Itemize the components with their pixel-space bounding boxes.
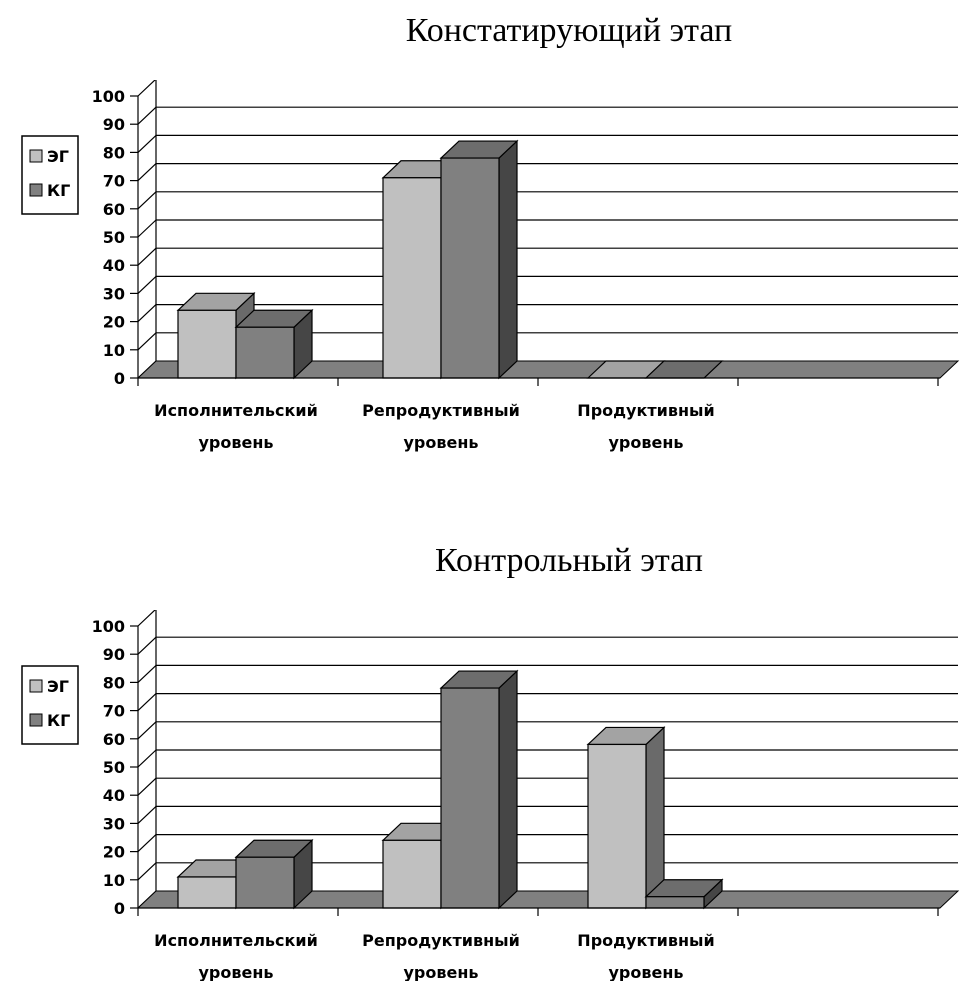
legend-swatch <box>29 149 43 163</box>
bar <box>440 157 500 379</box>
side-gridline <box>137 805 157 824</box>
side-gridline <box>137 134 157 153</box>
x-category-label: Репродуктивный <box>362 931 520 950</box>
legend-swatch <box>29 679 43 693</box>
side-gridline <box>137 834 157 853</box>
side-gridline <box>137 777 157 796</box>
side-gridline <box>137 721 157 740</box>
legend-label: КГ <box>47 181 70 200</box>
bar <box>177 309 237 379</box>
x-category-label: Репродуктивный <box>362 401 520 420</box>
bar-side <box>645 726 665 910</box>
side-gridline <box>137 191 157 210</box>
side-gridline <box>137 106 157 125</box>
y-tick-label: 30 <box>103 284 125 303</box>
y-tick-label: 80 <box>103 143 125 162</box>
bar-side <box>498 669 518 910</box>
bar <box>235 856 295 909</box>
bar <box>382 839 442 909</box>
y-tick-label: 0 <box>114 899 125 918</box>
bar <box>440 687 500 909</box>
bar-side <box>498 139 518 380</box>
side-gridline <box>137 332 157 351</box>
x-category-label: Продуктивный <box>577 931 714 950</box>
legend-swatch <box>29 713 43 727</box>
side-gridline <box>137 80 156 97</box>
bar <box>587 743 647 909</box>
x-category-label: уровень <box>403 433 478 452</box>
y-tick-label: 90 <box>103 645 125 664</box>
side-gridline <box>137 163 157 182</box>
legend-label: ЭГ <box>47 677 69 696</box>
x-category-label: Исполнительский <box>154 401 318 420</box>
bar-chart-ascertaining-stage: 0 10 20 30 40 50 60 70 80 90 100 Исполнительский уро… <box>21 80 960 452</box>
legend-box <box>21 665 79 745</box>
side-gridline <box>137 664 157 683</box>
x-category-label: уровень <box>198 433 273 452</box>
x-category-label: уровень <box>608 963 683 981</box>
bar <box>645 896 705 909</box>
bar <box>177 876 237 909</box>
side-gridline <box>137 219 157 238</box>
bar <box>235 326 295 379</box>
y-tick-label: 10 <box>103 341 125 360</box>
x-category-label: Продуктивный <box>577 401 714 420</box>
y-tick-label: 40 <box>103 256 125 275</box>
side-gridline <box>137 862 157 881</box>
y-tick-label: 20 <box>103 313 125 332</box>
y-tick-label: 90 <box>103 115 125 134</box>
x-category-label: уровень <box>608 433 683 452</box>
side-gridline <box>137 693 157 712</box>
y-tick-label: 50 <box>103 758 125 777</box>
y-tick-label: 60 <box>103 200 125 219</box>
y-tick-label: 100 <box>92 617 125 636</box>
bar-chart-control-stage: 0 10 20 30 40 50 60 70 80 90 100 Исполнительский уро… <box>21 610 960 981</box>
bar <box>382 177 442 379</box>
x-category-label: уровень <box>403 963 478 981</box>
side-gridline <box>137 610 156 627</box>
y-tick-label: 100 <box>92 87 125 106</box>
side-gridline <box>137 749 157 768</box>
x-category-label: уровень <box>198 963 273 981</box>
side-gridline <box>137 304 157 323</box>
y-tick-label: 70 <box>103 172 125 191</box>
y-tick-label: 50 <box>103 228 125 247</box>
side-gridline <box>137 247 157 266</box>
y-tick-label: 20 <box>103 843 125 862</box>
x-category-label: Исполнительский <box>154 931 318 950</box>
y-tick-label: 80 <box>103 673 125 692</box>
y-tick-label: 70 <box>103 702 125 721</box>
y-tick-label: 10 <box>103 871 125 890</box>
side-gridline <box>137 275 157 294</box>
chart-title: Контрольный этап <box>435 542 703 579</box>
legend-label: КГ <box>47 711 70 730</box>
y-tick-label: 0 <box>114 369 125 388</box>
legend-box <box>21 135 79 215</box>
y-tick-label: 40 <box>103 786 125 805</box>
chart-title: Констатирующий этап <box>405 12 733 49</box>
side-gridline <box>137 636 157 655</box>
y-tick-label: 60 <box>103 730 125 749</box>
legend-swatch <box>29 183 43 197</box>
y-tick-label: 30 <box>103 814 125 833</box>
legend-label: ЭГ <box>47 147 69 166</box>
